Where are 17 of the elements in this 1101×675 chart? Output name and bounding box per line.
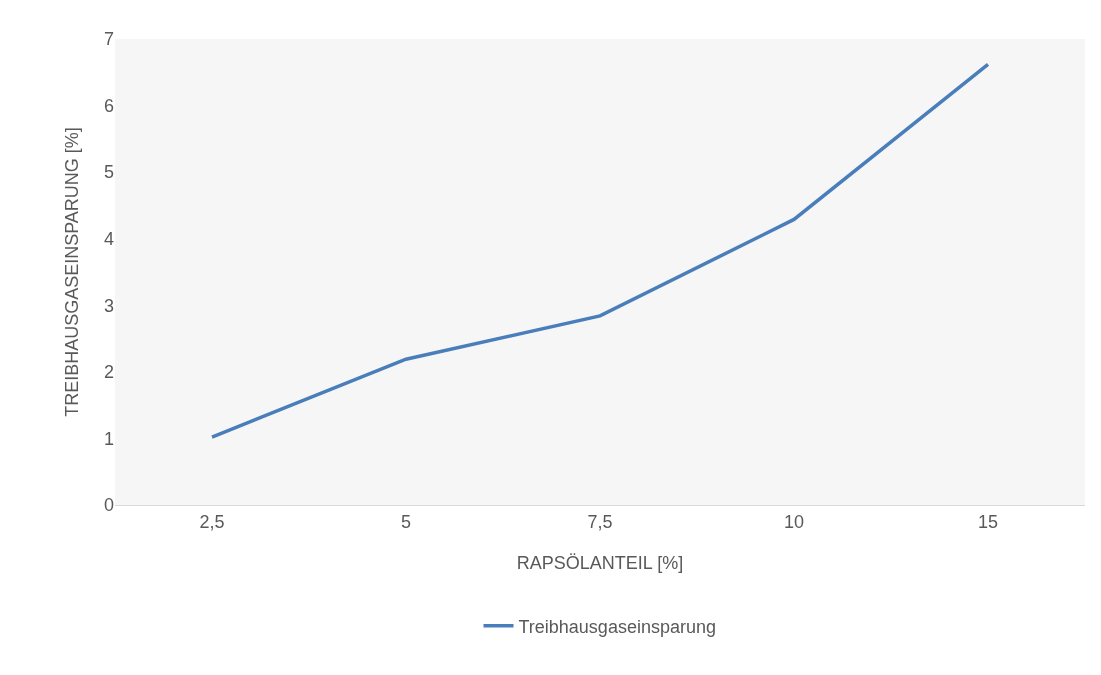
legend-label: Treibhausgaseinsparung: [518, 616, 716, 637]
x-axis-title: RAPSÖLANTEIL [%]: [516, 553, 684, 573]
y-tick-label: 5: [103, 162, 114, 183]
line-series: [210, 62, 990, 439]
x-tick-label: 2,5: [199, 511, 225, 532]
y-tick-label: 4: [103, 229, 114, 250]
x-tick-label: 5: [400, 511, 412, 532]
y-tick-label: 6: [103, 95, 114, 116]
y-axis-title: TREIBHAUSGASEINSPARUNG [%]: [62, 127, 83, 417]
x-tick-label: 7,5: [587, 511, 613, 532]
y-tick-label: 3: [103, 295, 114, 316]
x-tick-label: 10: [783, 511, 805, 532]
y-tick-label: 7: [103, 29, 114, 50]
y-tick-label: 2: [103, 362, 114, 383]
y-tick-label: 0: [103, 495, 114, 516]
y-tick-label: 1: [103, 428, 114, 449]
x-tick-label: 15: [977, 511, 999, 532]
